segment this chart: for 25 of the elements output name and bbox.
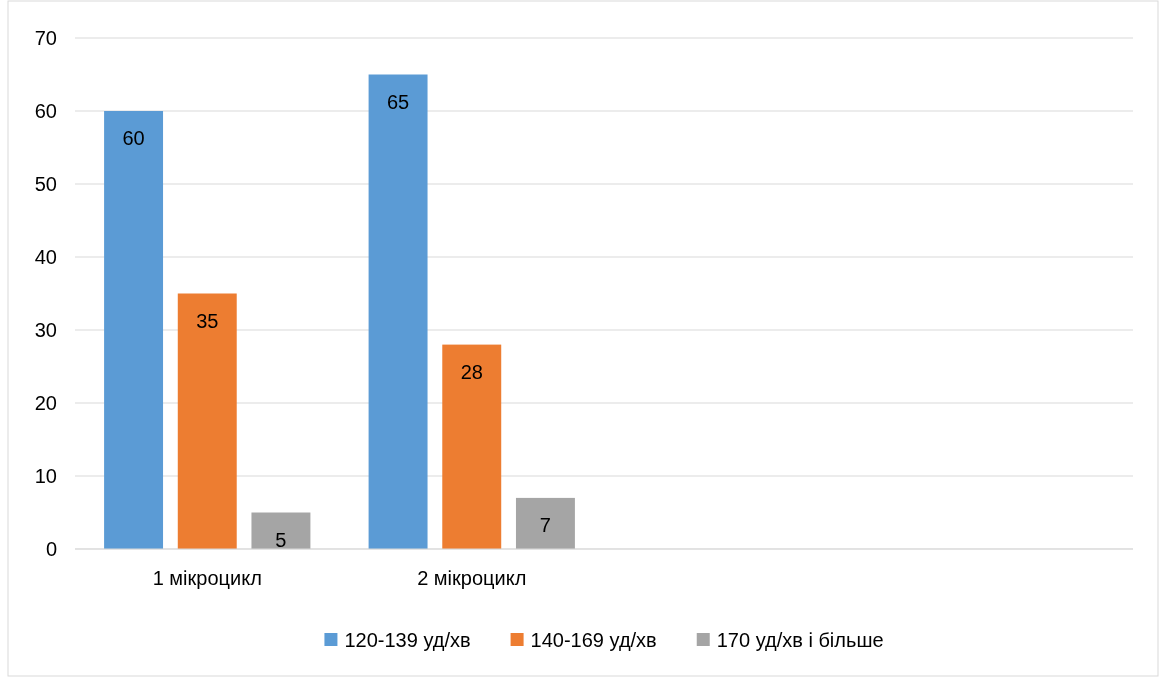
bar [442,344,502,549]
bar [515,497,575,549]
legend-label: 140-169 уд/хв [530,629,657,651]
y-tick-label: 70 [34,26,57,49]
data-label: 28 [460,360,483,383]
bar [177,293,237,549]
y-tick-label: 20 [34,391,57,414]
legend-label: 120-139 уд/хв [344,629,471,651]
data-label: 7 [539,513,551,536]
bar [251,512,311,549]
y-tick-label: 50 [34,172,57,195]
data-label: 60 [122,127,145,149]
data-label: 65 [386,90,410,113]
y-tick-label: 60 [34,99,57,122]
legend-label: 170 уд/хв і більше [716,629,884,651]
data-label: 5 [275,528,287,551]
y-tick-label: 30 [34,318,57,341]
x-tick-label: 2 мікроцикл [417,567,527,590]
data-label: 35 [196,309,219,332]
y-tick-label: 40 [34,245,57,268]
y-tick-label: 0 [45,537,57,560]
bar [368,74,428,549]
x-tick-label: 1 мікроцикл [152,567,262,590]
y-tick-label: 10 [34,464,57,487]
bar [104,111,164,549]
